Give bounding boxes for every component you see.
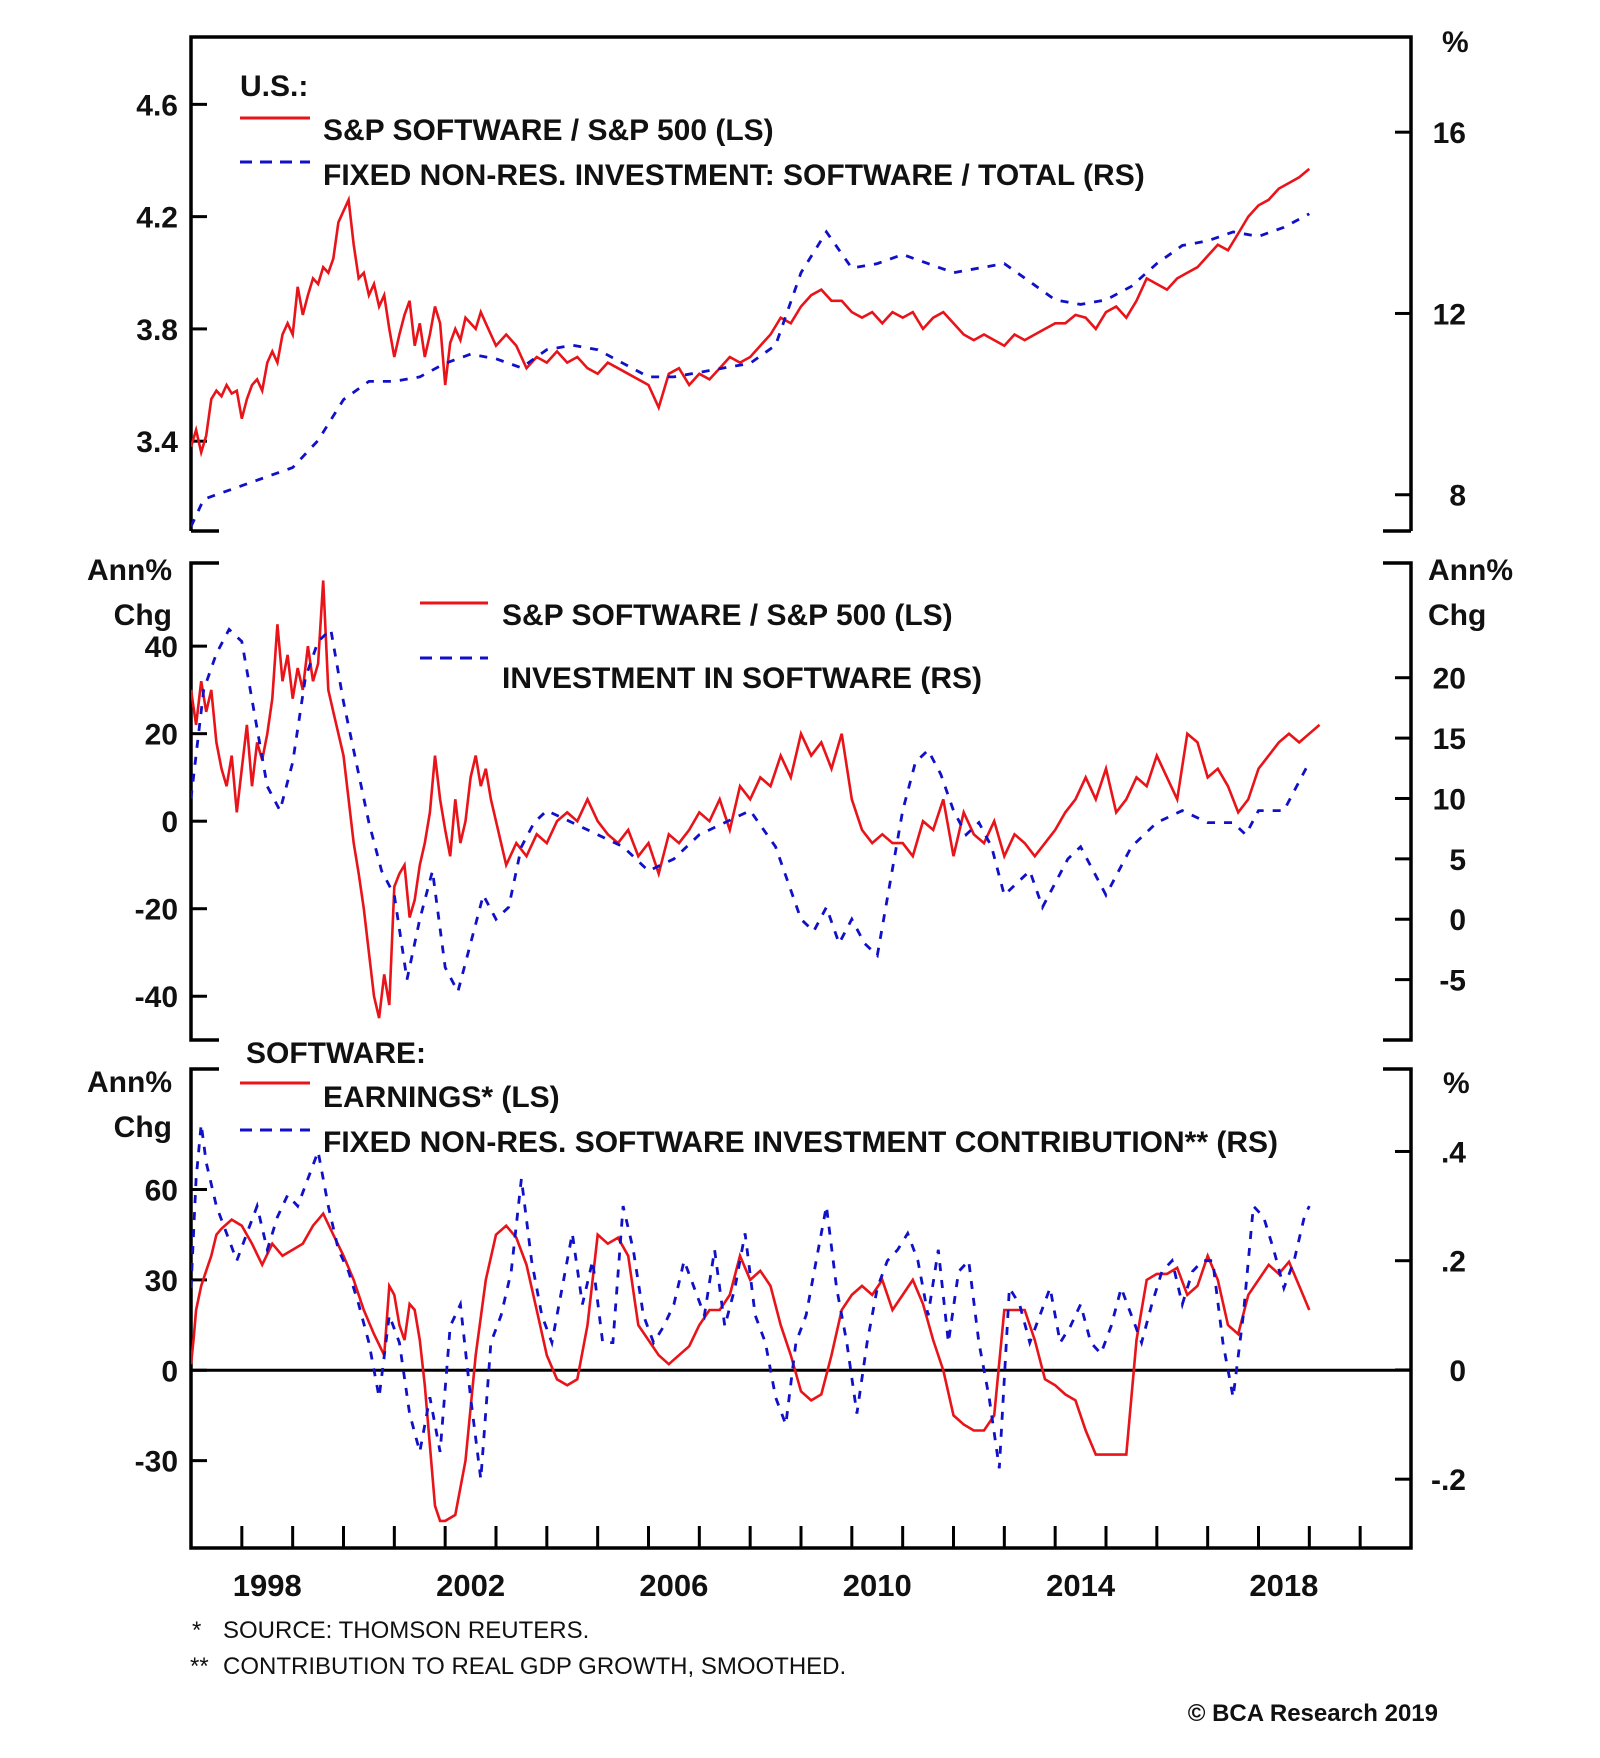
panel2-left-unit-line2: Chg bbox=[114, 599, 172, 632]
panel1-legend-blue-label: FIXED NON-RES. INVESTMENT: SOFTWARE / TO… bbox=[323, 159, 1145, 192]
blue-dashed-series-line-panel-1 bbox=[191, 212, 1310, 528]
red-solid-series-line-panel-1 bbox=[191, 167, 1311, 458]
right-y-tick-label: 8 bbox=[1449, 480, 1466, 513]
copyright-notice: © BCA Research 2019 bbox=[1188, 1700, 1438, 1727]
panel3-title: SOFTWARE: bbox=[246, 1037, 426, 1070]
x-tick-label: 2014 bbox=[1046, 1568, 1116, 1603]
left-y-tick-label: 30 bbox=[145, 1265, 178, 1298]
panel3-right-unit: % bbox=[1443, 1067, 1470, 1100]
left-y-tick-label: 60 bbox=[145, 1175, 178, 1208]
right-y-tick-label: .2 bbox=[1441, 1246, 1466, 1279]
left-y-tick-label: 4.6 bbox=[136, 89, 178, 122]
panel2-legend: S&P SOFTWARE / S&P 500 (LS) INVESTMENT I… bbox=[420, 599, 982, 695]
x-tick-label: 1998 bbox=[233, 1568, 302, 1603]
left-y-tick-label: 4.2 bbox=[136, 202, 178, 235]
right-y-tick-label: .4 bbox=[1441, 1136, 1466, 1169]
x-tick-label: 2002 bbox=[436, 1568, 505, 1603]
panel-1-frame bbox=[189, 35, 1413, 531]
right-y-tick-label: 10 bbox=[1433, 783, 1466, 816]
x-tick-label: 2018 bbox=[1249, 1568, 1318, 1603]
right-y-tick-label: -5 bbox=[1439, 965, 1466, 998]
right-y-tick-label: 20 bbox=[1433, 663, 1466, 696]
footnote-1-text: SOURCE: THOMSON REUTERS. bbox=[223, 1617, 589, 1644]
panel-2-right-axis bbox=[1383, 561, 1413, 1042]
panel1-legend: U.S.: S&P SOFTWARE / S&P 500 (LS) FIXED … bbox=[240, 70, 1145, 192]
blue-dashed-series-line-panel-2 bbox=[191, 626, 1311, 996]
right-y-tick-label: 15 bbox=[1433, 723, 1466, 756]
blue-dashed-series-line-panel-3 bbox=[191, 1124, 1311, 1480]
right-y-tick-label: 0 bbox=[1449, 904, 1466, 937]
red-solid-series-line-panel-3 bbox=[191, 1211, 1311, 1523]
left-y-tick-label: 3.8 bbox=[136, 314, 178, 347]
footnote-2-mark: ** bbox=[190, 1653, 209, 1680]
panel2-right-unit-line2: Chg bbox=[1428, 599, 1486, 632]
panel1-legend-red-label: S&P SOFTWARE / S&P 500 (LS) bbox=[323, 114, 774, 147]
panel2-right-unit-line1: Ann% bbox=[1428, 554, 1513, 587]
panel3-left-unit-line2: Chg bbox=[114, 1111, 172, 1144]
panel2-legend-blue-label: INVESTMENT IN SOFTWARE (RS) bbox=[502, 662, 982, 695]
right-y-tick-label: 0 bbox=[1449, 1355, 1466, 1388]
panel-2-left-axis bbox=[189, 561, 219, 1042]
left-y-tick-label: 20 bbox=[145, 719, 178, 752]
axis-ticks: 3.4 3.8 4.2 4.6 8 12 16 -40 -20 0 20 40 -5 0 5 10 15 20 -3… bbox=[135, 89, 1466, 1548]
panel2-legend-red-label: S&P SOFTWARE / S&P 500 (LS) bbox=[502, 599, 953, 632]
left-y-tick-label: 3.4 bbox=[136, 426, 178, 459]
x-tick-label: 2010 bbox=[843, 1568, 912, 1603]
right-y-tick-label: 5 bbox=[1449, 844, 1466, 877]
panel2-left-unit-line1: Ann% bbox=[87, 554, 172, 587]
data-series bbox=[191, 167, 1321, 1523]
footnote-1-mark: * bbox=[192, 1617, 201, 1644]
footnote-2-text: CONTRIBUTION TO REAL GDP GROWTH, SMOOTHE… bbox=[223, 1653, 846, 1680]
right-y-tick-label: -.2 bbox=[1431, 1464, 1466, 1497]
panel1-right-unit: % bbox=[1442, 26, 1469, 59]
left-y-tick-label: 0 bbox=[161, 1355, 178, 1388]
x-tick-label: 2006 bbox=[639, 1568, 708, 1603]
x-axis-year-labels: 1998 2002 2006 2010 2014 2018 bbox=[233, 1568, 1319, 1603]
left-y-tick-label: -30 bbox=[135, 1446, 178, 1479]
right-y-tick-label: 12 bbox=[1433, 298, 1466, 331]
left-y-tick-label: -40 bbox=[135, 981, 178, 1014]
panel3-legend-blue-label: FIXED NON-RES. SOFTWARE INVESTMENT CONTR… bbox=[323, 1126, 1278, 1159]
left-y-tick-label: 40 bbox=[145, 631, 178, 664]
right-y-tick-label: 16 bbox=[1433, 117, 1466, 150]
left-y-tick-label: -20 bbox=[135, 894, 178, 927]
panel3-legend: SOFTWARE: EARNINGS* (LS) FIXED NON-RES. … bbox=[240, 1037, 1278, 1159]
left-y-tick-label: 0 bbox=[161, 806, 178, 839]
panel3-legend-red-label: EARNINGS* (LS) bbox=[323, 1081, 560, 1114]
panel3-left-unit-line1: Ann% bbox=[87, 1066, 172, 1099]
panel1-title: U.S.: bbox=[240, 70, 308, 103]
red-solid-series-line-panel-2 bbox=[191, 580, 1321, 1019]
